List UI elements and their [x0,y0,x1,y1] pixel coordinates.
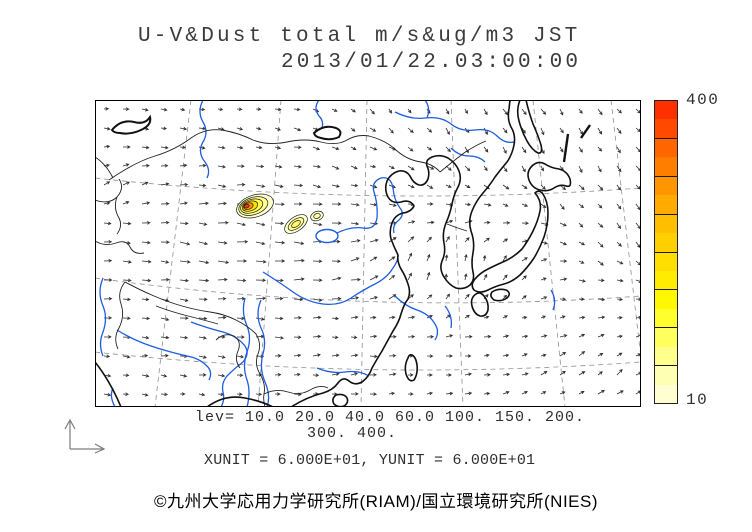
colorbar-min-label: 10 [686,391,709,409]
colorbar-segment [655,270,677,290]
colorbar-segment [655,289,677,309]
colorbar-segment [655,251,677,271]
colorbar-segment [655,233,677,252]
figure-timestamp: 2013/01/22.03:00:00 [281,51,582,74]
colorbar-segment [655,119,677,138]
figure-title: U-V&Dust total m/s&ug/m3 JST [138,25,581,48]
vector-units-label: XUNIT = 6.000E+01, YUNIT = 6.000E+01 [204,452,536,469]
colorbar-segment [655,308,677,328]
map-plot [95,100,641,407]
colorbar-segment [655,195,677,214]
contour-levels-line1: lev= 10.0 20.0 40.0 60.0 100. 150. 200. [195,409,586,426]
colorbar-segment [655,101,677,120]
colorbar-segment [655,137,677,158]
colorbar-segment [655,365,677,385]
colorbar-segment [655,175,677,196]
colorbar-segment [655,213,677,234]
contour-levels-line2: 300. 400. [307,425,398,442]
colorbar-segment [655,327,677,347]
colorbar-segment [655,157,677,176]
colorbar-segment [655,346,677,366]
colorbar [654,100,678,404]
copyright-notice: ©九州大学応用力学研究所(RIAM)/国立環境研究所(NIES) [153,492,599,511]
axis-arrows-icon [64,418,106,454]
colorbar-max-label: 400 [686,91,720,109]
colorbar-segment [655,384,677,403]
